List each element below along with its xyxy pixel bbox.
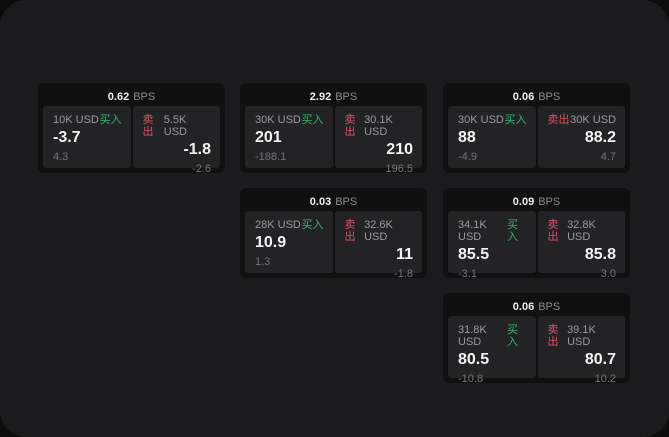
sell-sub-value: 10.2 <box>594 373 616 385</box>
sell-price: 210 <box>386 141 413 158</box>
buy-sub-value: -4.9 <box>458 151 477 163</box>
sell-panel[interactable]: 卖出 30.1K USD 210 196.5 <box>334 106 422 175</box>
sell-side-label: 卖出 <box>547 219 559 243</box>
buy-panel[interactable]: 30K USD 买入 201 -188.1 <box>245 106 333 168</box>
buy-sub-value: 1.3 <box>255 256 271 268</box>
sell-price: 11 <box>396 246 413 263</box>
buy-side-label: 买入 <box>99 114 122 126</box>
buy-amount: 28K USD <box>255 219 301 231</box>
bps-unit-label: BPS <box>538 300 561 313</box>
sell-side-label: 卖出 <box>547 114 570 126</box>
card-header: 0.06 BPS <box>448 87 625 106</box>
buy-price: 10.9 <box>255 234 287 251</box>
buy-amount: 30K USD <box>458 114 504 126</box>
sell-panel[interactable]: 卖出 32.8K USD 85.8 3.0 <box>537 211 625 280</box>
sell-amount: 5.5K USD <box>163 114 187 138</box>
buy-price: -3.7 <box>53 129 81 146</box>
buy-sub-value: 4.3 <box>53 151 69 163</box>
buy-sub-value: -10.8 <box>458 373 484 385</box>
bps-value: 0.06 <box>512 300 535 313</box>
sell-sub-value: -1.8 <box>394 268 413 280</box>
sell-price: 88.2 <box>584 129 616 146</box>
buy-panel[interactable]: 31.8K USD 买入 80.5 -10.8 <box>448 316 536 385</box>
buy-side-label: 买入 <box>301 114 324 126</box>
sell-price: -1.8 <box>183 141 211 158</box>
sell-side-label: 卖出 <box>344 219 356 243</box>
bps-unit-label: BPS <box>133 90 156 103</box>
sell-amount: 39.1K USD <box>567 324 596 348</box>
buy-price: 85.5 <box>458 246 490 263</box>
sell-sub-value: 196.5 <box>385 163 413 175</box>
sell-amount: 32.6K USD <box>364 219 393 243</box>
card-header: 2.92 BPS <box>245 87 422 106</box>
sell-panel[interactable]: 卖出 32.6K USD 11 -1.8 <box>334 211 422 280</box>
buy-side-label: 买入 <box>504 114 527 126</box>
quote-card[interactable]: 0.03 BPS 28K USD 买入 10.9 1.3 卖出 32.6K US… <box>240 188 427 280</box>
sell-price: 85.8 <box>584 246 616 263</box>
buy-side-label: 买入 <box>506 219 518 243</box>
bps-value: 0.06 <box>512 90 535 103</box>
sell-sub-value: 4.7 <box>600 151 616 163</box>
buy-side-label: 买入 <box>506 324 518 348</box>
buy-price: 80.5 <box>458 351 490 368</box>
bps-value: 0.62 <box>107 90 130 103</box>
bps-unit-label: BPS <box>538 90 561 103</box>
card-header: 0.03 BPS <box>245 192 422 211</box>
bps-unit-label: BPS <box>538 195 561 208</box>
buy-panel[interactable]: 34.1K USD 买入 85.5 -3.1 <box>448 211 536 280</box>
quote-card[interactable]: 0.62 BPS 10K USD 买入 -3.7 4.3 卖出 5.5K USD… <box>38 83 225 175</box>
quote-card[interactable]: 2.92 BPS 30K USD 买入 201 -188.1 卖出 30.1K … <box>240 83 427 175</box>
sell-sub-value: -2.6 <box>192 163 211 175</box>
buy-price: 201 <box>255 129 282 146</box>
sell-amount: 32.8K USD <box>567 219 596 243</box>
buy-sub-value: -3.1 <box>458 268 477 280</box>
buy-amount: 31.8K USD <box>458 324 487 348</box>
sell-amount: 30K USD <box>570 114 616 126</box>
card-header: 0.09 BPS <box>448 192 625 211</box>
buy-amount: 30K USD <box>255 114 301 126</box>
bps-value: 0.09 <box>512 195 535 208</box>
buy-panel[interactable]: 30K USD 买入 88 -4.9 <box>448 106 536 168</box>
buy-panel[interactable]: 10K USD 买入 -3.7 4.3 <box>43 106 131 168</box>
sell-side-label: 卖出 <box>344 114 356 138</box>
sell-side-label: 卖出 <box>142 114 154 138</box>
buy-side-label: 买入 <box>301 219 324 231</box>
quote-card[interactable]: 0.06 BPS 30K USD 买入 88 -4.9 卖出 30K USD 8… <box>443 83 630 173</box>
sell-panel[interactable]: 卖出 39.1K USD 80.7 10.2 <box>537 316 625 385</box>
sell-amount: 30.1K USD <box>364 114 393 138</box>
buy-price: 88 <box>458 129 476 146</box>
bps-value: 0.03 <box>309 195 332 208</box>
quote-card[interactable]: 0.06 BPS 31.8K USD 买入 80.5 -10.8 卖出 39.1… <box>443 293 630 385</box>
sell-price: 80.7 <box>584 351 616 368</box>
quote-card[interactable]: 0.09 BPS 34.1K USD 买入 85.5 -3.1 卖出 32.8K… <box>443 188 630 280</box>
buy-sub-value: -188.1 <box>255 151 287 163</box>
bps-value: 2.92 <box>309 90 332 103</box>
buy-panel[interactable]: 28K USD 买入 10.9 1.3 <box>245 211 333 273</box>
sell-panel[interactable]: 卖出 5.5K USD -1.8 -2.6 <box>132 106 220 175</box>
card-header: 0.62 BPS <box>43 87 220 106</box>
bps-unit-label: BPS <box>335 195 358 208</box>
card-header: 0.06 BPS <box>448 297 625 316</box>
buy-amount: 34.1K USD <box>458 219 487 243</box>
bps-unit-label: BPS <box>335 90 358 103</box>
sell-sub-value: 3.0 <box>600 268 616 280</box>
sell-panel[interactable]: 卖出 30K USD 88.2 4.7 <box>537 106 625 168</box>
buy-amount: 10K USD <box>53 114 99 126</box>
sell-side-label: 卖出 <box>547 324 559 348</box>
